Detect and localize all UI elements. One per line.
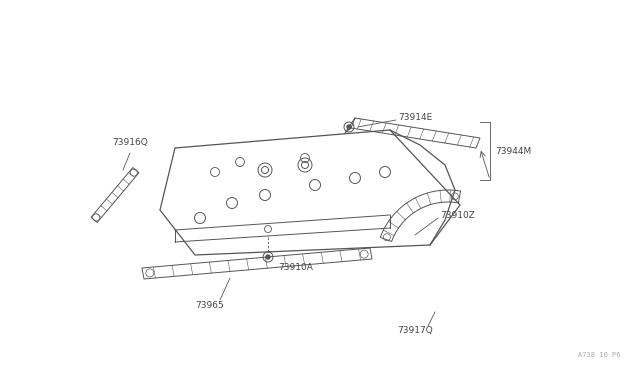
Text: 73910Z: 73910Z bbox=[440, 211, 475, 219]
Text: A738 10 P6: A738 10 P6 bbox=[577, 352, 620, 358]
Circle shape bbox=[347, 125, 351, 129]
Circle shape bbox=[266, 255, 270, 259]
Text: 73917Q: 73917Q bbox=[397, 326, 433, 334]
Text: 73944M: 73944M bbox=[495, 148, 531, 157]
Text: 73914E: 73914E bbox=[398, 113, 432, 122]
Text: 73965: 73965 bbox=[195, 301, 224, 310]
Text: 73910A: 73910A bbox=[278, 263, 313, 273]
Text: 73916Q: 73916Q bbox=[112, 138, 148, 148]
